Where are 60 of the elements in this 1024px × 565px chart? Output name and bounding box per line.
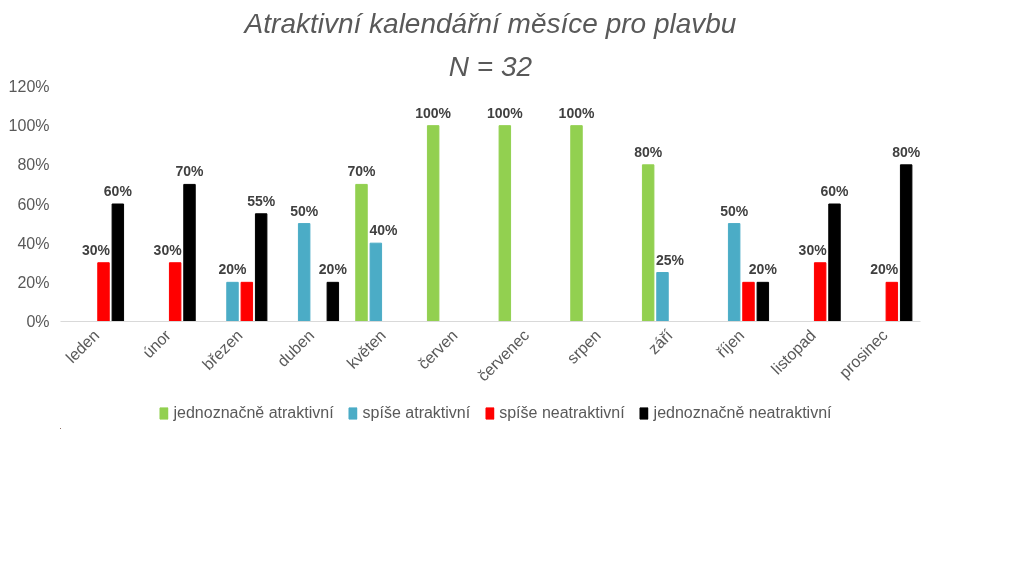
data-label: 55% <box>247 192 276 209</box>
legend-label: jednoznačně neatraktivní <box>653 404 832 422</box>
bar <box>570 125 583 322</box>
bar <box>885 281 899 322</box>
bar <box>756 281 770 322</box>
data-label: 80% <box>634 143 663 160</box>
y-tick-label: 0% <box>26 313 50 330</box>
y-tick-label: 60% <box>17 195 50 213</box>
data-label: 20% <box>318 261 348 278</box>
bar <box>297 223 311 322</box>
bar <box>656 272 669 322</box>
y-tick-label: 120% <box>8 78 50 95</box>
bar <box>369 242 383 322</box>
bar <box>183 183 196 322</box>
data-label: 60% <box>820 183 850 199</box>
data-label: 50% <box>720 202 749 219</box>
bar <box>426 125 440 322</box>
bar <box>641 164 655 322</box>
bar <box>899 164 913 322</box>
bar <box>97 262 110 322</box>
data-label: 20% <box>748 261 778 278</box>
data-label: 30% <box>153 241 183 258</box>
data-label: 100% <box>558 104 595 121</box>
bar <box>828 203 841 322</box>
legend-label: jednoznačně atraktivní <box>173 404 334 422</box>
bar <box>254 213 268 322</box>
bar <box>168 262 182 322</box>
bar <box>326 281 340 322</box>
y-tick-label: 80% <box>17 156 50 174</box>
legend-label: spíše atraktivní <box>362 404 471 422</box>
bar <box>240 281 254 322</box>
bar <box>226 281 239 322</box>
data-label: 100% <box>415 104 452 121</box>
data-label: 100% <box>486 104 524 121</box>
y-tick-label: 20% <box>17 273 50 291</box>
data-label: 20% <box>870 261 899 278</box>
data-label: 60% <box>103 183 133 199</box>
bar <box>498 125 512 322</box>
data-label: 30% <box>81 241 111 258</box>
x-tick-label: únor <box>139 326 175 362</box>
data-label: 80% <box>892 143 921 160</box>
bar <box>727 223 741 322</box>
y-tick-label: 100% <box>8 117 50 135</box>
bar <box>355 183 368 322</box>
x-tick-label: říjen <box>713 326 748 361</box>
data-label: 20% <box>218 261 248 278</box>
legend-label: spíše neatraktivní <box>499 404 625 422</box>
data-label: 70% <box>347 163 377 180</box>
data-label: 50% <box>290 202 319 219</box>
data-label: 70% <box>175 163 205 180</box>
x-tick-label: září <box>644 326 677 358</box>
data-label: 25% <box>656 251 685 268</box>
data-label: 30% <box>798 241 828 258</box>
chart-subtitle: N = 32 <box>448 50 533 82</box>
chart-title: Atraktivní kalendářní měsíce pro plavbu <box>242 7 737 39</box>
data-label: 40% <box>369 222 398 239</box>
bar <box>111 203 125 322</box>
bar <box>813 262 827 322</box>
y-tick-label: 40% <box>17 234 50 252</box>
bar <box>742 281 755 322</box>
